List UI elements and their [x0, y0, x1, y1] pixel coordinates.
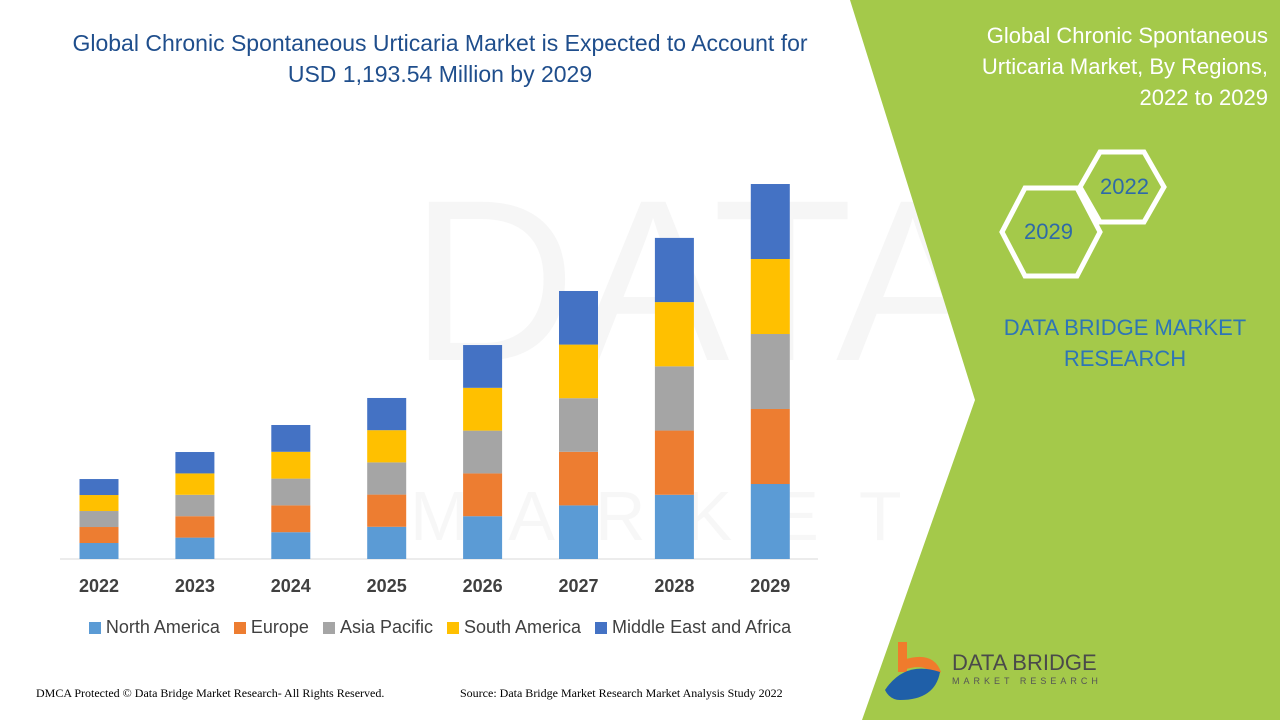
legend-label: Europe — [250, 617, 309, 637]
bar-2023-south-america — [175, 473, 215, 495]
bar-2026-north-america — [463, 516, 503, 559]
bar-2027-middle-east-and-africa — [559, 290, 598, 345]
bar-2024-europe — [271, 505, 311, 533]
legend: North America Europe Asia Pacific South Ame… — [60, 617, 820, 638]
legend-swatch — [595, 621, 608, 634]
bar-2025-middle-east-and-africa — [367, 397, 407, 431]
logo-icon — [885, 642, 941, 700]
x-tick-label: 2024 — [271, 576, 311, 596]
side-panel-background — [850, 0, 1280, 720]
bar-2024-middle-east-and-africa — [271, 424, 311, 452]
footer-source: Source: Data Bridge Market Research Mark… — [460, 686, 783, 700]
bar-2023-north-america — [175, 537, 215, 559]
legend-swatch — [88, 621, 101, 634]
legend-item: Middle East and Africa — [595, 617, 791, 638]
bar-2022-north-america — [79, 543, 119, 559]
bar-2023-middle-east-and-africa — [175, 452, 215, 474]
bar-2029-north-america — [750, 484, 790, 559]
bar-2026-middle-east-and-africa — [463, 345, 503, 388]
footer-copyright: DMCA Protected © Data Bridge Market Rese… — [36, 686, 385, 700]
bar-2026-south-america — [463, 387, 503, 431]
chart-title: Global Chronic Spontaneous Urticaria Mar… — [72, 30, 808, 87]
legend-item: Europe — [233, 617, 309, 638]
hex-label-2029: 2029 — [1024, 219, 1073, 244]
logo-subtitle: MARKET RESEARCH — [952, 676, 1102, 686]
bar-2023-europe — [175, 516, 215, 538]
bar-2025-south-america — [367, 430, 407, 463]
legend-item: Asia Pacific — [322, 617, 433, 638]
legend-label: Asia Pacific — [339, 617, 433, 637]
brand-text: DATA BRIDGE MARKET RESEARCH — [1003, 315, 1247, 371]
bar-2028-north-america — [654, 494, 694, 559]
bar-2025-europe — [367, 494, 407, 527]
legend-item: North America — [88, 617, 220, 638]
hex-label-2022: 2022 — [1100, 174, 1149, 199]
x-tick-label: 2025 — [367, 576, 407, 596]
x-tick-label: 2028 — [654, 576, 694, 596]
bar-2024-north-america — [271, 532, 311, 559]
bar-2028-europe — [654, 430, 694, 495]
legend-label: Middle East and Africa — [612, 617, 792, 637]
bar-2026-asia-pacific — [463, 430, 503, 474]
bar-2024-south-america — [271, 451, 311, 479]
bar-2022-europe — [79, 527, 119, 544]
legend-label: North America — [105, 617, 220, 637]
x-ticks: 2022 2023 2024 2025 2026 2027 2028 2029 — [79, 576, 790, 596]
x-tick-label: 2026 — [463, 576, 503, 596]
legend-item: South America — [446, 617, 582, 638]
x-tick-label: 2029 — [750, 576, 790, 596]
x-tick-label: 2022 — [79, 576, 119, 596]
bars-group — [79, 184, 790, 559]
hexagon-2022 — [1077, 149, 1167, 225]
bar-2023-asia-pacific — [175, 494, 215, 517]
bar-2024-asia-pacific — [271, 478, 311, 506]
legend-swatch — [446, 621, 459, 634]
bar-2029-middle-east-and-africa — [750, 184, 790, 260]
hexagon-2029 — [999, 185, 1103, 279]
logo-name: DATA BRIDGE — [952, 650, 1097, 675]
bar-2022-middle-east-and-africa — [79, 479, 119, 496]
x-tick-label: 2027 — [558, 576, 598, 596]
bar-2027-north-america — [559, 505, 598, 559]
bar-2029-south-america — [750, 259, 790, 335]
bar-2025-asia-pacific — [367, 462, 407, 495]
bar-2022-south-america — [79, 495, 119, 512]
x-tick-label: 2023 — [175, 576, 215, 596]
bar-2027-europe — [559, 451, 598, 506]
side-panel-title: Global Chronic Spontaneous Urticaria Mar… — [981, 23, 1268, 110]
legend-swatch — [233, 621, 246, 634]
bar-2028-asia-pacific — [654, 366, 694, 431]
legend-swatch — [322, 621, 335, 634]
bar-2022-asia-pacific — [79, 511, 119, 528]
bar-2028-middle-east-and-africa — [654, 237, 694, 303]
legend-label: South America — [463, 617, 582, 637]
bar-2025-north-america — [367, 526, 407, 559]
bar-2027-south-america — [559, 344, 598, 399]
bar-2026-europe — [463, 473, 503, 517]
bar-2028-south-america — [654, 302, 694, 367]
bar-2029-asia-pacific — [750, 334, 790, 410]
bar-2027-asia-pacific — [559, 398, 598, 452]
bar-2029-europe — [750, 409, 790, 485]
